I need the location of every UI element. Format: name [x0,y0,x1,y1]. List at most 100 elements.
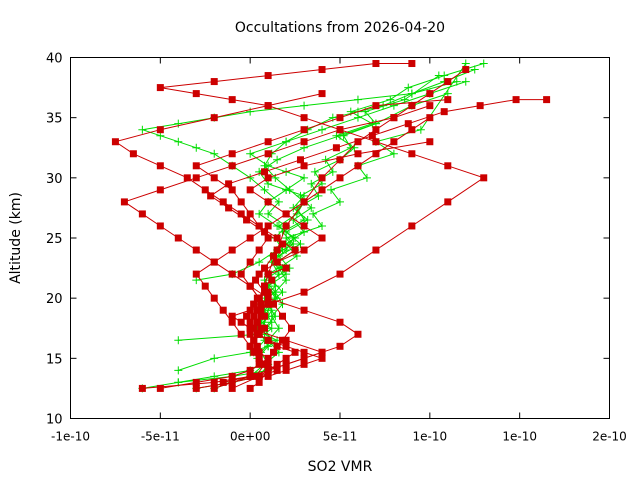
data-point [261,282,269,290]
data-point [264,372,272,380]
data-point [192,143,201,152]
data-point [372,60,380,68]
y-axis-label: Altitude (km) [8,192,24,284]
data-point [307,179,316,188]
data-point [332,144,340,152]
data-point [303,215,312,224]
data-point [282,137,291,146]
data-point [255,222,263,230]
data-point [252,276,260,284]
x-tick-label: -1e-10 [51,430,90,444]
data-point [389,101,398,110]
data-point [246,318,254,326]
data-point [404,83,413,92]
y-tick-label: 35 [46,112,63,127]
data-point [156,84,164,92]
data-point [318,125,327,134]
data-point [426,114,434,122]
data-point [271,282,280,291]
data-point [253,306,261,314]
data-point [273,246,281,254]
data-point [138,384,146,392]
data-point [250,312,258,320]
data-point [300,246,308,254]
data-point [228,318,236,326]
data-point [192,90,200,98]
data-point [300,306,308,314]
data-point [255,209,264,218]
data-point [271,312,280,321]
data-point [261,360,269,368]
data-point [156,126,164,134]
data-point [138,125,147,134]
data-point [279,336,287,344]
data-point [255,246,263,254]
data-point [264,174,272,182]
data-point [255,348,263,356]
data-point [282,342,290,350]
data-point [404,120,412,128]
data-point [210,149,219,158]
data-point [261,264,269,272]
data-point [264,288,272,296]
data-point [156,384,164,392]
data-point [246,330,254,338]
data-point [228,312,236,320]
data-point [250,324,258,332]
data-point [228,270,236,278]
data-point [282,276,291,285]
data-point [336,126,344,134]
data-point [543,96,551,104]
data-point [264,138,272,146]
data-point [255,330,263,338]
data-point [156,162,164,170]
data-point [318,221,327,230]
data-point [300,101,309,110]
data-point [255,354,263,362]
data-point [257,312,265,320]
data-point [291,246,299,254]
data-point [257,306,265,314]
data-point [250,336,258,344]
data-point [273,258,281,266]
data-point [479,59,488,68]
data-point [228,150,236,158]
data-point [246,258,254,266]
data-point [273,360,281,368]
data-point [264,354,272,362]
data-point [273,234,281,242]
data-point [201,282,209,290]
data-point [309,209,318,218]
data-point [246,234,254,242]
data-point [129,150,137,158]
chart-title: Occultations from 2026-04-20 [235,20,445,36]
data-point [268,276,276,284]
data-point [219,306,227,314]
data-point [253,342,261,350]
data-point [246,186,254,194]
data-point [228,372,236,380]
data-point [328,167,337,176]
series-1 [111,60,551,392]
data-point [253,318,261,326]
x-axis-label: SO2 VMR [308,459,373,475]
data-point [264,150,272,158]
data-point [318,186,326,194]
data-point [255,270,263,278]
data-point [282,185,291,194]
data-point [354,162,362,170]
data-point [372,126,380,134]
data-point [390,138,398,146]
data-point [318,348,326,356]
data-point [246,149,255,158]
data-point [174,366,183,375]
data-point [228,384,236,392]
data-point [246,324,254,332]
data-point [261,168,269,176]
y-tick-label: 25 [46,232,63,247]
data-point [354,138,362,146]
y-tick-label: 10 [46,413,63,428]
data-point [336,156,344,164]
data-point [210,78,218,86]
